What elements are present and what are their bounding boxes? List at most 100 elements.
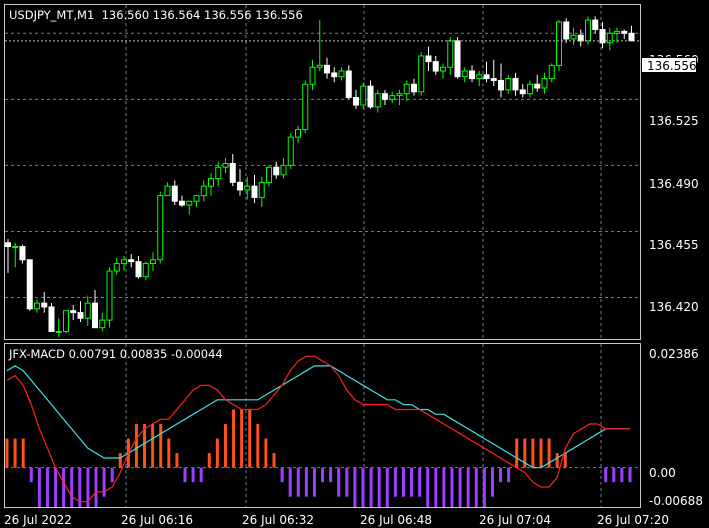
candle-body <box>396 93 403 97</box>
candle-body <box>215 166 222 180</box>
macd-title: JFX-MACD 0.00791 0.00835 -0.00044 <box>9 347 223 361</box>
price-chart-canvas[interactable] <box>5 5 640 339</box>
candle-body <box>469 70 475 80</box>
macd-indicator-pane[interactable]: JFX-MACD 0.00791 0.00835 -0.00044 <box>4 343 641 508</box>
candle-body <box>519 89 526 95</box>
candle-body <box>273 166 280 176</box>
candle-body <box>425 55 432 63</box>
candle-body <box>200 185 207 197</box>
candle-body <box>302 83 309 131</box>
macd-signal-line <box>6 365 630 469</box>
candle-body <box>606 32 613 44</box>
candle-body <box>592 19 599 31</box>
candle-body <box>360 85 367 106</box>
symbol-ohlc-header: USDJPY_MT,M1 136.560 136.564 136.556 136… <box>9 8 303 22</box>
candle-body <box>164 185 171 197</box>
time-label-6: 26 Jul 07:20 <box>597 513 669 527</box>
time-label-3: 26 Jul 06:32 <box>242 513 314 527</box>
candle-body <box>106 270 113 321</box>
candle-body <box>454 40 461 78</box>
candle-body <box>374 93 381 108</box>
candle-body <box>556 21 562 66</box>
candle-body <box>128 259 135 263</box>
candle-body <box>345 70 352 98</box>
candle-body <box>26 259 33 310</box>
candle-body <box>411 83 417 93</box>
candle-body <box>244 185 251 191</box>
candle-body <box>548 64 555 80</box>
candle-body <box>338 70 345 78</box>
candle-body <box>121 259 127 265</box>
price-label-3: 136.490 <box>649 177 699 191</box>
candle-body <box>614 30 620 34</box>
candle-body <box>280 164 287 176</box>
candle-body <box>324 64 330 74</box>
candle-body <box>295 129 301 138</box>
candle-body <box>157 195 164 261</box>
symbol-label: USDJPY_MT,M1 <box>9 8 95 22</box>
candle-body <box>418 55 425 93</box>
candle-body <box>48 306 55 332</box>
candle-body <box>55 330 62 333</box>
candle-body <box>534 83 541 89</box>
candle-body <box>92 302 98 329</box>
candle-body <box>258 181 265 198</box>
time-label-5: 26 Jul 07:04 <box>479 513 551 527</box>
candle-body <box>483 74 490 80</box>
candle-body <box>5 242 11 248</box>
candle-body <box>77 312 84 319</box>
candle-body <box>316 64 323 68</box>
candle-body <box>150 259 156 265</box>
candle-body <box>19 246 26 261</box>
candle-body <box>367 85 374 108</box>
price-chart-pane[interactable]: USDJPY_MT,M1 136.560 136.564 136.556 136… <box>4 4 641 340</box>
candle-body <box>461 70 468 78</box>
candle-body <box>63 310 69 332</box>
candle-body <box>577 34 584 42</box>
candle-body <box>12 246 19 249</box>
macd-axis-min: -0.00688 <box>649 494 703 508</box>
candle-body <box>527 83 533 95</box>
candle-body <box>309 66 316 85</box>
candle-body <box>99 319 106 329</box>
candle-body <box>389 95 396 100</box>
candle-body <box>382 93 388 100</box>
candle-body <box>628 32 635 42</box>
candle-body <box>498 79 504 91</box>
candle-body <box>621 30 628 34</box>
candle-body <box>505 78 512 91</box>
candle-body <box>193 195 200 202</box>
price-label-4: 136.455 <box>649 238 699 252</box>
current-price-marker: 136.556 <box>641 57 697 73</box>
candle-body <box>41 302 48 308</box>
candle-body <box>222 163 229 168</box>
candle-body <box>570 34 577 40</box>
candle-body <box>432 61 439 72</box>
candle-body <box>440 66 446 72</box>
candle-body <box>599 29 606 44</box>
candle-body <box>403 83 410 95</box>
time-label-2: 26 Jul 06:16 <box>121 513 193 527</box>
macd-chart-canvas[interactable] <box>5 344 640 507</box>
candle-body <box>512 78 519 91</box>
candle-body <box>251 185 258 198</box>
candle-body <box>353 96 359 106</box>
candle-body <box>171 185 178 202</box>
candle-body <box>541 78 548 89</box>
time-label-1: 26 Jul 2022 <box>4 513 72 527</box>
candle-body <box>331 72 338 78</box>
price-label-5: 136.420 <box>649 300 699 314</box>
candle-body <box>84 302 91 319</box>
candle-body <box>585 19 591 42</box>
candle-body <box>447 40 454 68</box>
candle-body <box>287 136 294 166</box>
candle-body <box>229 163 236 183</box>
candle-body <box>142 263 149 278</box>
ohlc-label: 136.560 136.564 136.556 136.556 <box>101 8 303 22</box>
candle-body <box>113 263 120 272</box>
macd-axis-max: 0.02386 <box>649 347 699 361</box>
candle-body <box>70 310 77 314</box>
macd-axis-zero: 0.00 <box>649 466 676 480</box>
candle-body <box>135 261 142 278</box>
candle-body <box>34 302 40 310</box>
